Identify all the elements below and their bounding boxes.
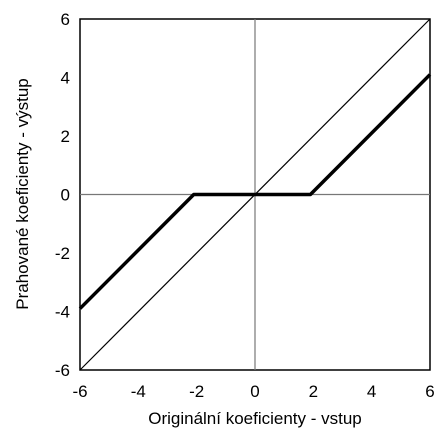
x-tick-label: -6 <box>72 382 87 401</box>
y-axis-title: Prahované koeficienty - výstup <box>13 78 32 310</box>
y-tick-label: 4 <box>61 69 70 88</box>
x-tick-label: -4 <box>131 382 146 401</box>
y-tick-label: 2 <box>61 127 70 146</box>
x-tick-label: 2 <box>309 382 318 401</box>
y-tick-label: -6 <box>55 361 70 380</box>
y-tick-label: 6 <box>61 10 70 29</box>
x-tick-label: 0 <box>250 382 259 401</box>
y-tick-label: 0 <box>61 186 70 205</box>
y-tick-label: -2 <box>55 244 70 263</box>
x-tick-label: 6 <box>425 382 434 401</box>
soft-threshold-line <box>78 73 432 310</box>
x-tick-label: 4 <box>367 382 376 401</box>
y-tick-label: -4 <box>55 303 70 322</box>
x-axis-title: Originální koeficienty - vstup <box>148 409 362 428</box>
x-tick-label: -2 <box>189 382 204 401</box>
